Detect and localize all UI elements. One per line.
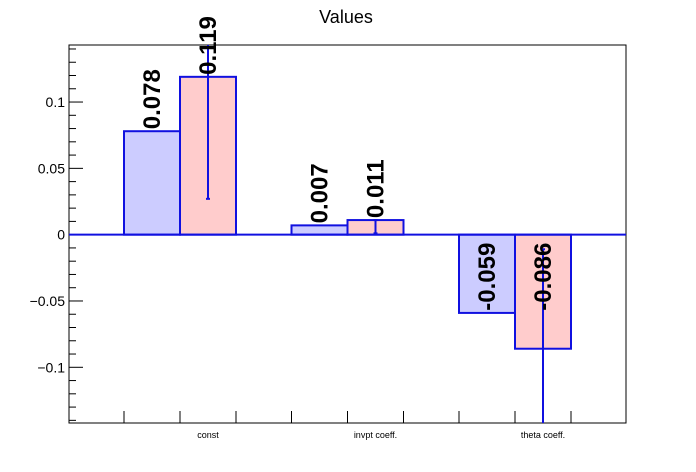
bar [290,224,349,236]
y-tick-label: 0.05 [38,160,65,176]
y-tick-label: −0.05 [30,293,66,309]
plot-area: −0.1 −0.05 0 0.05 0.1 const invpt coeff. theta … [30,16,627,440]
bar-value-label: 0.078 [139,69,166,129]
x-category-label: const [197,430,219,440]
chart-title: Values [319,7,373,27]
bar-value-label: 0.007 [307,163,334,223]
y-tick-label: 0 [57,227,65,243]
x-category-label: invpt coeff. [354,430,397,440]
bar-value-label: -0.086 [530,243,557,311]
y-tick-label: −0.1 [37,359,65,375]
x-category-label: theta coeff. [521,430,565,440]
bar-value-label: 0.119 [195,16,222,75]
bar [123,130,181,236]
bar-value-label: 0.011 [363,159,390,218]
y-tick-label: 0.1 [46,94,66,110]
bar-value-label: -0.059 [474,243,501,311]
